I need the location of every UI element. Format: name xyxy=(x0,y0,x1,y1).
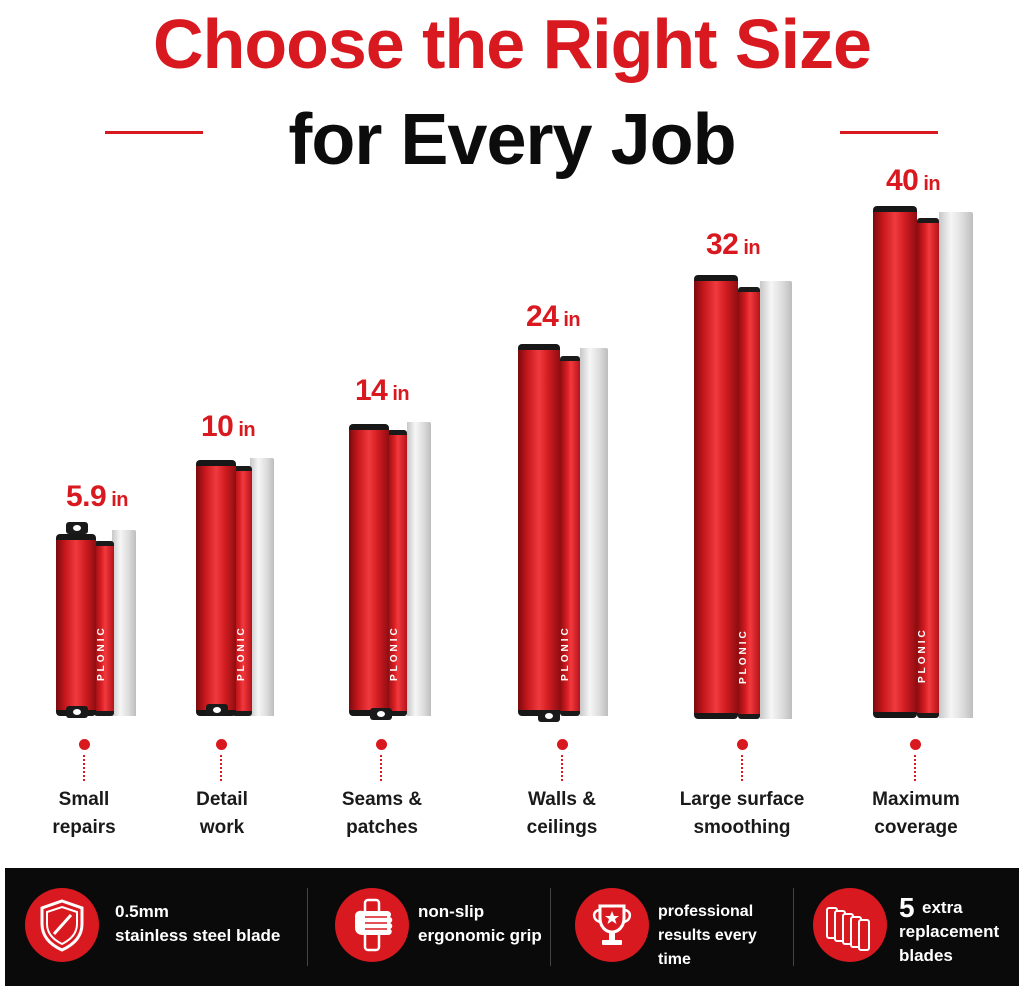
marker-dot xyxy=(376,739,387,750)
marker-line xyxy=(741,755,743,781)
title-rule-left xyxy=(105,131,203,134)
feature-results: professional results every time xyxy=(553,868,793,986)
blades-stack-icon xyxy=(813,888,887,962)
size-label-32: 32 in xyxy=(706,228,761,262)
handle-front xyxy=(518,344,560,716)
size-value: 24 xyxy=(526,300,559,333)
steel-blade xyxy=(250,458,274,716)
size-unit: in xyxy=(392,383,410,405)
feature-text: professional results every time xyxy=(658,903,757,968)
hang-tab xyxy=(370,708,392,720)
size-unit: in xyxy=(238,419,256,441)
marker-line xyxy=(83,755,85,781)
steel-blade xyxy=(407,422,431,716)
feature-grip: non-slip ergonomic grip xyxy=(310,868,550,986)
feature-replacement-blades: 5 extra replacement blades xyxy=(796,868,1019,986)
grip-hand-icon xyxy=(335,888,409,962)
size-unit: in xyxy=(111,489,128,511)
use-label-walls-ceilings: Walls & ceilings xyxy=(526,789,598,838)
size-unit: in xyxy=(743,237,761,259)
size-value: 32 xyxy=(706,228,739,261)
feature-bar: 0.5mm stainless steel blade non-slip erg… xyxy=(5,868,1019,986)
marker-dot xyxy=(216,739,227,750)
knife-5-9in: PLONIC xyxy=(56,530,136,716)
shield-icon xyxy=(25,888,99,962)
handle-front xyxy=(196,460,236,716)
handle-rear xyxy=(738,287,760,719)
steel-blade xyxy=(760,281,792,719)
hang-tab xyxy=(66,522,88,534)
steel-blade xyxy=(939,212,973,718)
size-label-24: 24 in xyxy=(526,300,581,334)
use-label-small-repairs: Small repairs xyxy=(52,789,116,838)
marker-dot xyxy=(737,739,748,750)
knife-14in: PLONIC xyxy=(349,418,431,716)
size-value: 40 xyxy=(886,164,919,197)
feature-text: 0.5mm stainless steel blade xyxy=(115,902,281,945)
page-title-line-2: for Every Job xyxy=(288,100,736,180)
trophy-icon xyxy=(575,888,649,962)
size-unit: in xyxy=(923,173,941,195)
steel-blade xyxy=(112,530,136,716)
steel-blade xyxy=(580,348,608,716)
divider xyxy=(793,888,794,966)
size-value: 14 xyxy=(355,374,388,407)
marker-dot xyxy=(910,739,921,750)
handle-front xyxy=(56,534,96,716)
size-value: 10 xyxy=(201,410,234,443)
brand-logo: PLONIC xyxy=(389,625,400,681)
hang-tab xyxy=(206,704,228,716)
brand-logo: PLONIC xyxy=(738,628,749,684)
knife-24in: PLONIC xyxy=(518,342,608,716)
marker-dot xyxy=(557,739,568,750)
brand-logo: PLONIC xyxy=(917,627,928,683)
use-label-maximum-coverage: Maximum coverage xyxy=(872,789,960,838)
handle-front xyxy=(873,206,917,718)
size-label-10: 10 in xyxy=(201,410,256,444)
divider xyxy=(307,888,308,966)
brand-logo: PLONIC xyxy=(560,625,571,681)
marker-line xyxy=(561,755,563,781)
hang-tab xyxy=(538,710,560,722)
handle-rear xyxy=(560,356,580,716)
marker-dot xyxy=(79,739,90,750)
marker-line xyxy=(914,755,916,781)
use-label-large-surface: Large surface smoothing xyxy=(679,789,805,838)
title-rule-right xyxy=(840,131,938,134)
feature-text: non-slip ergonomic grip xyxy=(418,902,542,945)
marker-line xyxy=(380,755,382,781)
size-label-5-9: 5.9 in xyxy=(66,480,128,514)
feature-steel-blade: 0.5mm stainless steel blade xyxy=(5,868,305,986)
handle-rear xyxy=(94,541,114,716)
use-label-seams-patches: Seams & patches xyxy=(341,789,423,838)
handle-rear xyxy=(232,466,252,716)
handle-rear xyxy=(387,430,407,716)
divider xyxy=(550,888,551,966)
feature-count: 5 xyxy=(899,892,915,923)
feature-text: extra replacement blades xyxy=(899,898,1000,965)
knife-32in: PLONIC xyxy=(694,273,792,719)
size-value: 5.9 xyxy=(66,480,107,513)
hang-tab xyxy=(66,706,88,718)
knife-40in: PLONIC xyxy=(873,204,973,718)
knife-10in: PLONIC xyxy=(196,455,274,716)
handle-rear xyxy=(917,218,939,718)
handle-front xyxy=(349,424,389,716)
use-label-detail-work: Detail work xyxy=(196,789,248,838)
size-unit: in xyxy=(563,309,581,331)
brand-logo: PLONIC xyxy=(96,625,107,681)
page-title-line-1: Choose the Right Size xyxy=(153,5,872,83)
size-label-40: 40 in xyxy=(886,164,941,198)
brand-logo: PLONIC xyxy=(236,625,247,681)
marker-line xyxy=(220,755,222,781)
size-label-14: 14 in xyxy=(355,374,410,408)
handle-front xyxy=(694,275,738,719)
